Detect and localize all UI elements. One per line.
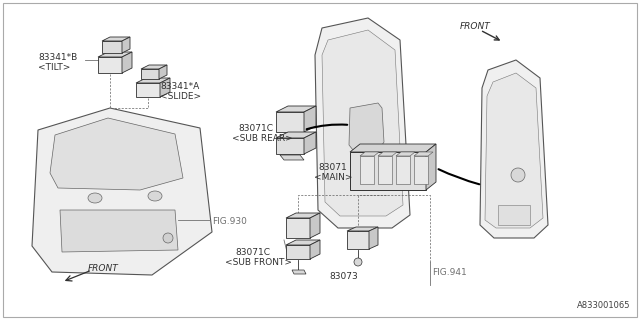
Polygon shape — [122, 37, 130, 53]
Polygon shape — [98, 52, 132, 57]
Polygon shape — [304, 106, 316, 132]
Polygon shape — [286, 218, 310, 238]
Polygon shape — [141, 69, 159, 79]
Text: A833001065: A833001065 — [577, 301, 630, 310]
Polygon shape — [292, 270, 306, 274]
Polygon shape — [347, 231, 369, 249]
Polygon shape — [141, 65, 167, 69]
Text: <SLIDE>: <SLIDE> — [160, 92, 201, 101]
Polygon shape — [50, 118, 183, 190]
Polygon shape — [360, 152, 379, 156]
Polygon shape — [498, 205, 530, 225]
Polygon shape — [159, 65, 167, 79]
Polygon shape — [322, 30, 403, 216]
Polygon shape — [414, 156, 428, 184]
Polygon shape — [136, 83, 160, 97]
Polygon shape — [485, 73, 543, 228]
Polygon shape — [32, 108, 212, 275]
Polygon shape — [378, 156, 392, 184]
Polygon shape — [276, 106, 316, 112]
Polygon shape — [310, 213, 320, 238]
Polygon shape — [350, 152, 426, 190]
Polygon shape — [378, 152, 397, 156]
Text: <SUB FRONT>: <SUB FRONT> — [225, 258, 292, 267]
Ellipse shape — [148, 191, 162, 201]
Polygon shape — [426, 144, 436, 190]
Polygon shape — [102, 37, 130, 41]
Text: 83341*A: 83341*A — [160, 82, 199, 91]
Polygon shape — [286, 240, 320, 245]
Polygon shape — [98, 57, 122, 73]
Text: <TILT>: <TILT> — [38, 63, 70, 72]
Polygon shape — [360, 156, 374, 184]
Polygon shape — [122, 52, 132, 73]
Polygon shape — [369, 227, 378, 249]
Polygon shape — [304, 132, 316, 154]
Polygon shape — [276, 138, 304, 154]
Polygon shape — [60, 210, 178, 252]
Text: 83073: 83073 — [330, 272, 358, 281]
Text: 83071C: 83071C — [235, 248, 270, 257]
Polygon shape — [396, 152, 415, 156]
Polygon shape — [136, 78, 170, 83]
Circle shape — [163, 233, 173, 243]
Text: FIG.930: FIG.930 — [212, 217, 247, 226]
Text: 83071: 83071 — [318, 163, 347, 172]
Circle shape — [354, 258, 362, 266]
Polygon shape — [310, 240, 320, 259]
Polygon shape — [347, 227, 378, 231]
Polygon shape — [276, 132, 316, 138]
Polygon shape — [396, 156, 410, 184]
Polygon shape — [286, 245, 310, 259]
Ellipse shape — [88, 193, 102, 203]
Circle shape — [511, 168, 525, 182]
Text: FRONT: FRONT — [88, 264, 119, 273]
Polygon shape — [480, 60, 548, 238]
Polygon shape — [286, 213, 320, 218]
Text: <MAIN>: <MAIN> — [314, 173, 353, 182]
Polygon shape — [160, 78, 170, 97]
Text: 83071C: 83071C — [238, 124, 273, 133]
Polygon shape — [102, 41, 122, 53]
Text: 83341*B: 83341*B — [38, 53, 77, 62]
Polygon shape — [315, 18, 410, 228]
Text: <SUB REAR>: <SUB REAR> — [232, 134, 292, 143]
Text: FRONT: FRONT — [460, 22, 491, 31]
Text: FIG.941: FIG.941 — [432, 268, 467, 277]
Polygon shape — [414, 152, 433, 156]
Polygon shape — [280, 155, 304, 160]
Polygon shape — [350, 144, 436, 152]
Polygon shape — [349, 103, 384, 150]
Polygon shape — [276, 112, 304, 132]
